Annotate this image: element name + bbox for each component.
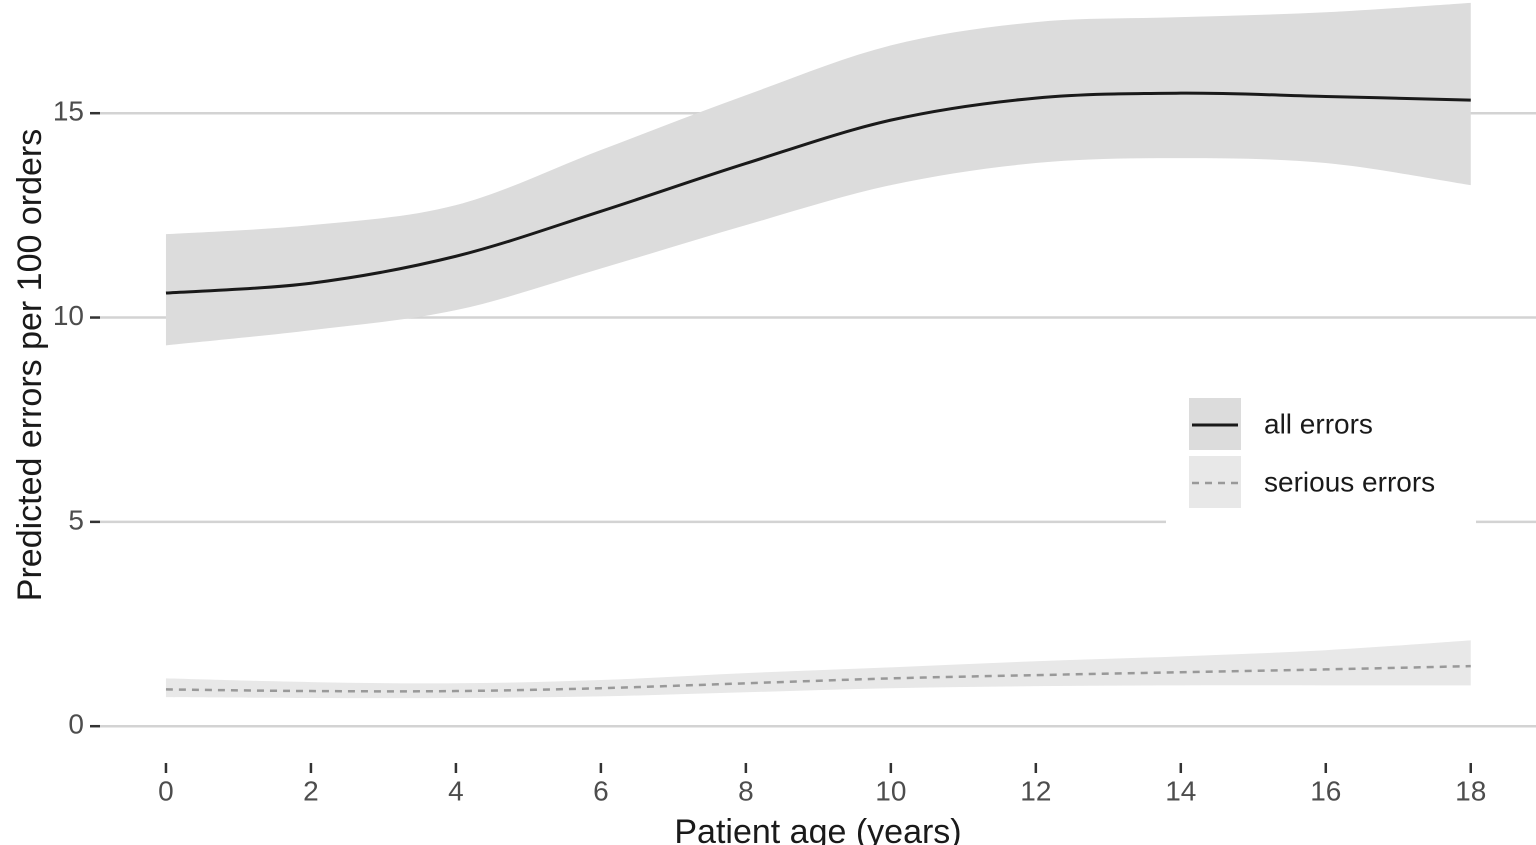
x-tick-label: 10 — [875, 775, 906, 806]
y-tick-label: 15 — [53, 96, 84, 127]
x-tick-label: 6 — [593, 775, 609, 806]
confidence-band — [165, 2, 1471, 346]
x-tick-label: 8 — [738, 775, 754, 806]
y-tick-label: 10 — [53, 300, 84, 331]
x-tick-label: 18 — [1455, 775, 1486, 806]
legend-label: all errors — [1264, 408, 1373, 439]
x-tick-label: 4 — [448, 775, 464, 806]
y-tick-label: 0 — [68, 709, 84, 740]
series-line — [165, 664, 1471, 693]
x-tick-label: 12 — [1020, 775, 1051, 806]
y-axis-title: Predicted errors per 100 orders — [11, 129, 49, 601]
confidence-band — [165, 640, 1471, 699]
x-tick-label: 14 — [1165, 775, 1196, 806]
series-line — [165, 91, 1471, 295]
legend-label: serious errors — [1264, 466, 1435, 497]
x-tick-label: 16 — [1310, 775, 1341, 806]
y-tick-label: 5 — [68, 504, 84, 535]
x-tick-label: 0 — [158, 775, 174, 806]
x-axis-title: Patient age (years) — [674, 813, 961, 845]
x-tick-label: 2 — [303, 775, 319, 806]
